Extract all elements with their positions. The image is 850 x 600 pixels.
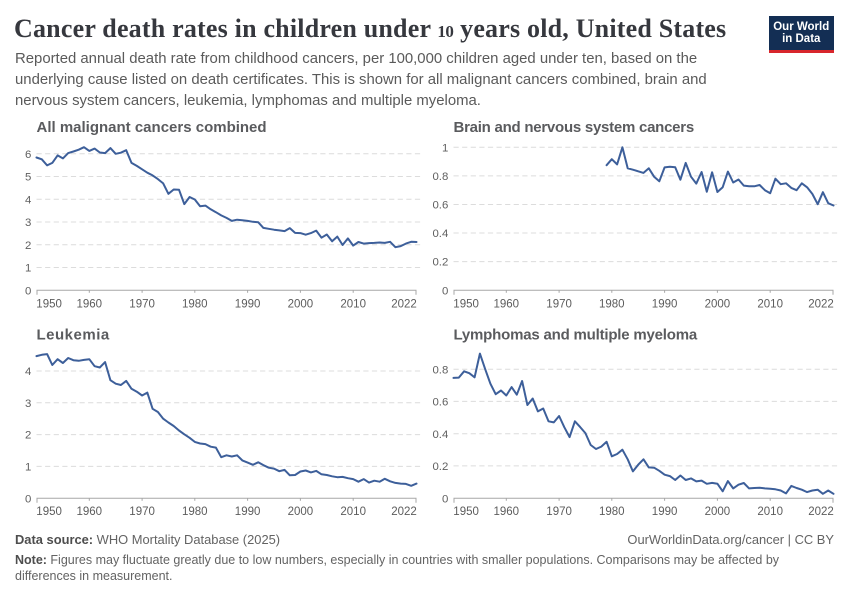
svg-text:0.6: 0.6 (432, 200, 448, 212)
svg-text:Leukemia: Leukemia (37, 327, 110, 344)
svg-text:0.6: 0.6 (432, 397, 448, 409)
svg-text:1980: 1980 (182, 506, 208, 518)
svg-text:2022: 2022 (391, 506, 417, 518)
svg-text:2022: 2022 (391, 298, 417, 310)
svg-text:Lymphomas and multiple myeloma: Lymphomas and multiple myeloma (454, 327, 698, 344)
svg-text:0.8: 0.8 (432, 364, 448, 376)
svg-text:6: 6 (25, 149, 31, 161)
svg-text:4: 4 (25, 366, 31, 378)
svg-text:1950: 1950 (36, 298, 62, 310)
svg-text:2000: 2000 (705, 298, 731, 310)
svg-text:5: 5 (25, 172, 31, 184)
svg-text:1990: 1990 (652, 506, 678, 518)
svg-text:1980: 1980 (599, 298, 625, 310)
svg-text:1970: 1970 (129, 506, 155, 518)
svg-text:1960: 1960 (494, 298, 520, 310)
svg-text:0: 0 (25, 493, 31, 505)
svg-text:1950: 1950 (453, 298, 479, 310)
svg-text:0: 0 (442, 493, 448, 505)
svg-text:2000: 2000 (288, 298, 314, 310)
svg-text:1990: 1990 (235, 506, 261, 518)
svg-text:0.8: 0.8 (432, 171, 448, 183)
svg-text:4: 4 (25, 194, 31, 206)
svg-text:1970: 1970 (129, 298, 155, 310)
svg-text:0.2: 0.2 (432, 461, 448, 473)
svg-text:0: 0 (442, 285, 448, 297)
svg-text:2: 2 (25, 240, 31, 252)
svg-text:2000: 2000 (705, 506, 731, 518)
svg-text:2010: 2010 (340, 298, 366, 310)
svg-text:1990: 1990 (652, 298, 678, 310)
svg-text:1980: 1980 (599, 506, 625, 518)
svg-text:1: 1 (25, 462, 31, 474)
svg-text:0.4: 0.4 (432, 429, 448, 441)
svg-text:1950: 1950 (453, 506, 479, 518)
svg-text:2022: 2022 (808, 506, 834, 518)
svg-text:Brain and nervous system cance: Brain and nervous system cancers (454, 119, 694, 136)
svg-text:1: 1 (442, 142, 448, 154)
svg-text:1970: 1970 (546, 506, 572, 518)
svg-text:2: 2 (25, 430, 31, 442)
svg-text:0: 0 (25, 285, 31, 297)
svg-text:1: 1 (25, 263, 31, 275)
svg-text:1950: 1950 (36, 506, 62, 518)
svg-text:1980: 1980 (182, 298, 208, 310)
svg-text:2010: 2010 (757, 506, 783, 518)
svg-text:1970: 1970 (546, 298, 572, 310)
svg-text:2010: 2010 (757, 298, 783, 310)
svg-text:1990: 1990 (235, 298, 261, 310)
svg-text:1960: 1960 (77, 506, 103, 518)
svg-text:1960: 1960 (494, 506, 520, 518)
svg-text:3: 3 (25, 398, 31, 410)
svg-text:0.2: 0.2 (432, 257, 448, 269)
svg-text:0.4: 0.4 (432, 228, 448, 240)
svg-text:1960: 1960 (77, 298, 103, 310)
svg-text:3: 3 (25, 217, 31, 229)
svg-text:All malignant cancers combined: All malignant cancers combined (37, 119, 267, 136)
svg-text:2000: 2000 (288, 506, 314, 518)
svg-text:2010: 2010 (340, 506, 366, 518)
svg-text:2022: 2022 (808, 298, 834, 310)
